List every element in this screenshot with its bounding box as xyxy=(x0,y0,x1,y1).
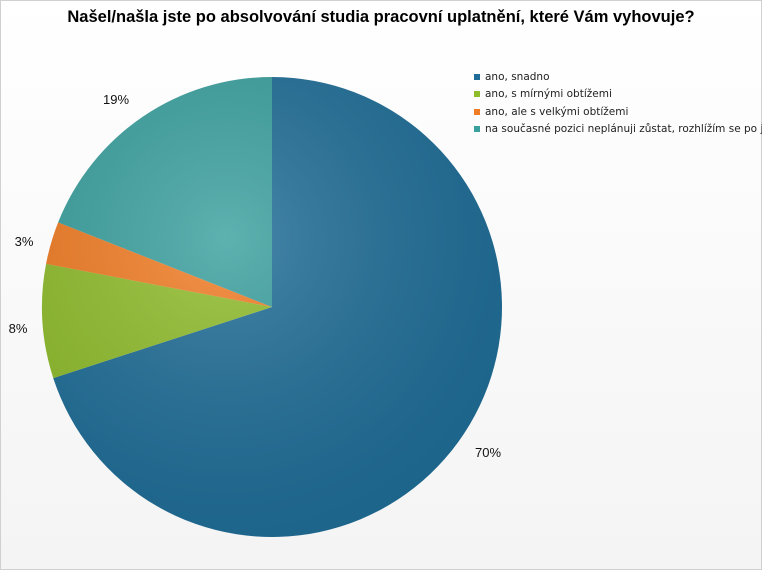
legend-label: ano, snadno xyxy=(485,70,550,83)
legend-swatch xyxy=(474,126,480,133)
chart-legend: ano, snadno ano, s mírnými obtížemi ano,… xyxy=(474,68,762,138)
legend-label: na současné pozici neplánuji zůstat, roz… xyxy=(485,123,762,136)
slice-data-label: 3% xyxy=(15,234,34,249)
legend-item: ano, s mírnými obtížemi xyxy=(474,86,762,104)
slice-data-label: 8% xyxy=(9,321,28,336)
slice-data-label: 19% xyxy=(103,92,129,107)
legend-item: ano, ale s velkými obtížemi xyxy=(474,103,762,121)
legend-swatch xyxy=(474,73,480,80)
slice-data-label: 70% xyxy=(475,445,501,460)
legend-item: na současné pozici neplánuji zůstat, roz… xyxy=(474,121,762,139)
chart-title: Našel/našla jste po absolvování studia p… xyxy=(67,8,695,26)
legend-label: ano, ale s velkými obtížemi xyxy=(485,105,629,118)
legend-label: ano, s mírnými obtížemi xyxy=(485,88,612,101)
legend-swatch xyxy=(474,108,480,115)
legend-swatch xyxy=(474,91,480,98)
legend-item: ano, snadno xyxy=(474,68,762,86)
